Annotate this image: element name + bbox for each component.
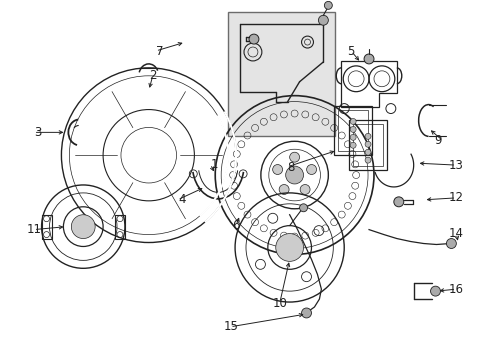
Bar: [228, 12, 335, 136]
Text: 5: 5: [347, 45, 354, 58]
Circle shape: [364, 54, 373, 64]
Bar: [334, 105, 371, 155]
Text: 3: 3: [34, 126, 41, 139]
Bar: [115, 215, 124, 239]
Circle shape: [365, 149, 370, 155]
Text: 10: 10: [272, 297, 286, 310]
Circle shape: [272, 165, 282, 175]
Circle shape: [318, 15, 327, 25]
Text: 16: 16: [447, 283, 463, 296]
Circle shape: [393, 197, 403, 207]
Bar: [348, 121, 386, 170]
Circle shape: [71, 215, 95, 239]
Circle shape: [285, 166, 303, 184]
Circle shape: [349, 118, 355, 125]
Text: 9: 9: [434, 134, 441, 147]
Text: 12: 12: [447, 192, 463, 204]
Circle shape: [365, 157, 370, 163]
Text: 15: 15: [223, 320, 238, 333]
Circle shape: [301, 308, 311, 318]
Circle shape: [365, 133, 370, 139]
Text: 4: 4: [178, 193, 185, 206]
Circle shape: [324, 1, 332, 9]
Text: 8: 8: [286, 161, 294, 174]
Text: 11: 11: [26, 223, 41, 236]
Text: 6: 6: [232, 219, 239, 232]
Circle shape: [299, 204, 307, 212]
Circle shape: [300, 185, 309, 194]
Circle shape: [349, 126, 355, 132]
Bar: [338, 109, 367, 151]
Text: 13: 13: [447, 159, 462, 172]
Circle shape: [306, 165, 316, 175]
Circle shape: [289, 152, 299, 162]
Circle shape: [446, 239, 455, 248]
Circle shape: [279, 185, 288, 194]
Circle shape: [349, 134, 355, 140]
Circle shape: [248, 34, 258, 44]
Circle shape: [275, 234, 303, 261]
Circle shape: [349, 142, 355, 148]
Circle shape: [429, 286, 440, 296]
Text: 1: 1: [210, 158, 218, 171]
Bar: [352, 125, 382, 166]
Bar: [41, 215, 51, 239]
Text: 14: 14: [447, 227, 463, 240]
Text: 2: 2: [149, 69, 156, 82]
Text: 7: 7: [156, 45, 163, 58]
Circle shape: [365, 141, 370, 147]
